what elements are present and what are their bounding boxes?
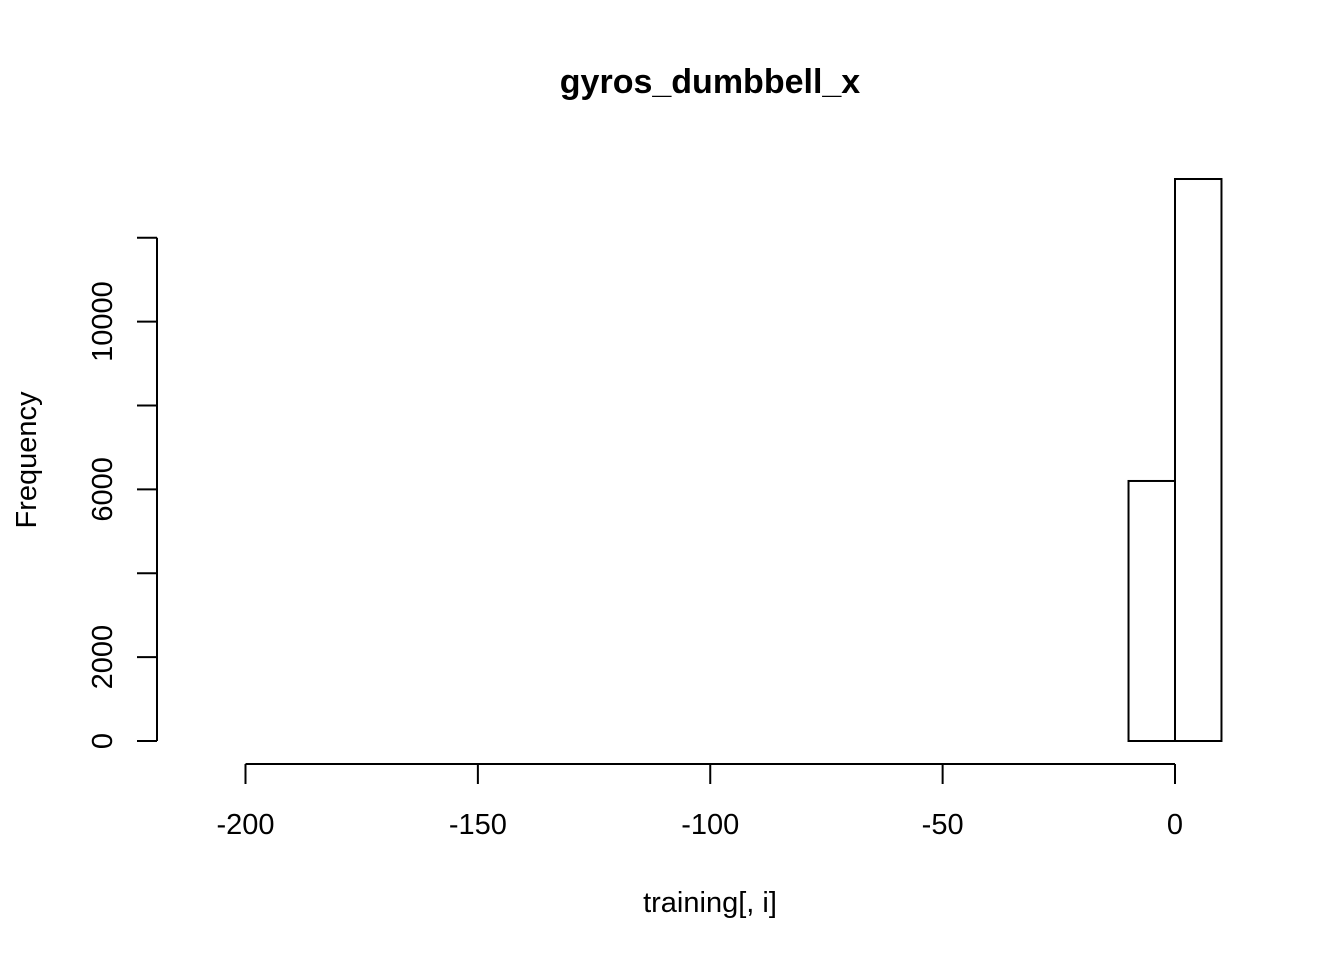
histogram-bar [1127,479,1177,742]
y-tick-label: 6000 [87,457,119,522]
y-axis-label: Frequency [11,391,43,529]
y-axis: 0 2000 6000 10000 [87,236,158,749]
x-tick-label: -200 [216,809,274,841]
x-tick-label: -150 [449,809,507,841]
histogram-bar [1174,178,1223,742]
y-tick-label: 10000 [87,281,119,362]
x-axis: -200 -150 -100 -50 0 [216,763,1183,841]
y-tick-label: 2000 [87,625,119,690]
chart-title: gyros_dumbbell_x [560,63,861,101]
histogram-bars [1127,178,1223,742]
x-tick-label: -100 [681,809,739,841]
x-tick-label: 0 [1167,809,1183,841]
x-axis-label: training[, i] [643,887,777,919]
y-tick-label: 0 [87,733,119,749]
x-tick-label: -50 [922,809,964,841]
